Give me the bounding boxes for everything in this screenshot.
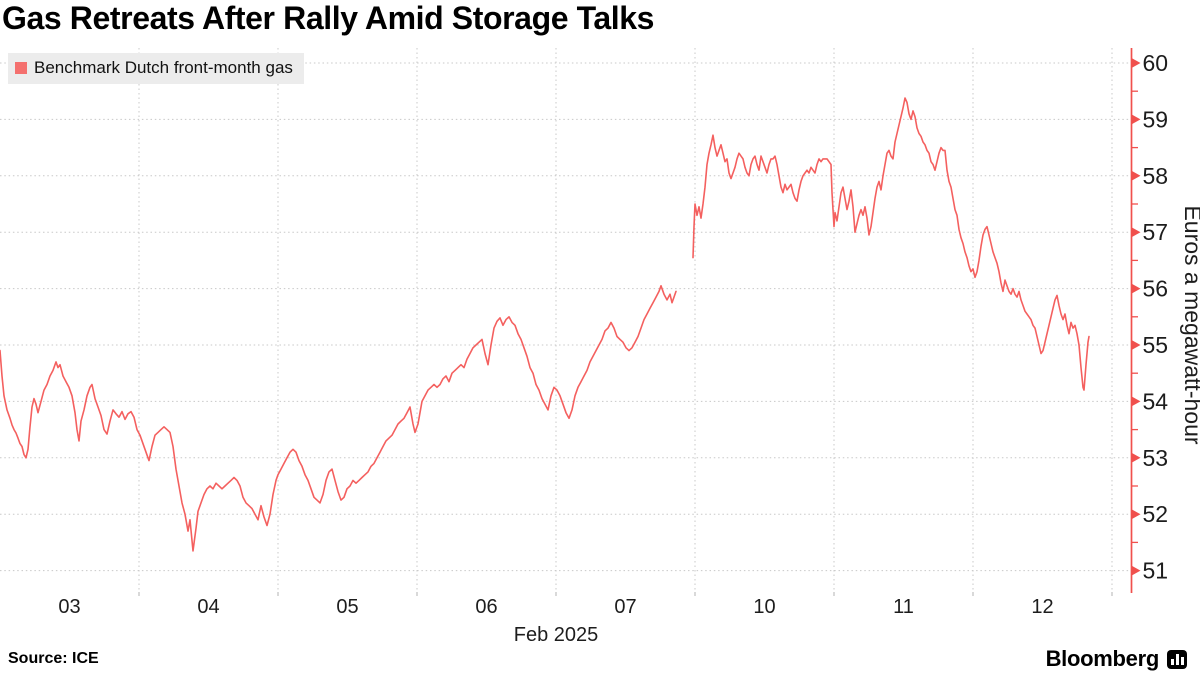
y-tick-arrow-icon [1131, 509, 1141, 520]
x-tick-label: 05 [336, 596, 358, 618]
y-tick-label: 55 [1143, 332, 1169, 358]
y-axis-title: Euros a megawatt-hour [1180, 205, 1200, 444]
y-tick-label: 52 [1143, 501, 1169, 527]
y-tick-label: 54 [1143, 388, 1169, 414]
y-tick-arrow-icon [1131, 170, 1141, 181]
x-tick-label: 07 [614, 596, 636, 618]
y-tick-label: 58 [1143, 163, 1169, 189]
y-tick-arrow-icon [1131, 452, 1141, 463]
price-line [692, 97, 1090, 391]
y-tick-label: 56 [1143, 276, 1169, 302]
price-line [0, 285, 677, 552]
y-tick-arrow-icon [1131, 340, 1141, 350]
x-tick-label: 04 [197, 596, 219, 618]
y-tick-label: 59 [1143, 106, 1169, 132]
y-tick-label: 60 [1143, 50, 1169, 76]
y-tick-arrow-icon [1131, 227, 1141, 238]
x-tick-label: 10 [753, 596, 775, 618]
legend-label: Benchmark Dutch front-month gas [34, 58, 293, 77]
y-tick-arrow-icon [1131, 114, 1141, 125]
y-tick-arrow-icon [1131, 58, 1141, 68]
bloomberg-logo: Bloomberg [1046, 646, 1187, 672]
y-tick-arrow-icon [1131, 565, 1141, 576]
bloomberg-barchart-icon [1167, 649, 1187, 669]
x-tick-label: 12 [1031, 596, 1053, 618]
x-tick-label: 03 [58, 596, 80, 618]
y-tick-arrow-icon [1131, 283, 1141, 294]
y-tick-label: 51 [1143, 558, 1169, 584]
page-title: Gas Retreats After Rally Amid Storage Ta… [2, 0, 655, 36]
legend-swatch-icon [15, 62, 27, 74]
x-tick-label: 06 [475, 596, 497, 618]
x-axis-title: Feb 2025 [514, 624, 599, 646]
y-tick-label: 53 [1143, 445, 1169, 471]
source-label: Source: ICE [8, 650, 99, 667]
legend: Benchmark Dutch front-month gas [8, 53, 304, 84]
x-tick-label: 11 [893, 596, 914, 618]
y-tick-label: 57 [1143, 219, 1169, 245]
bloomberg-wordmark: Bloomberg [1045, 646, 1160, 671]
y-tick-arrow-icon [1131, 396, 1141, 407]
